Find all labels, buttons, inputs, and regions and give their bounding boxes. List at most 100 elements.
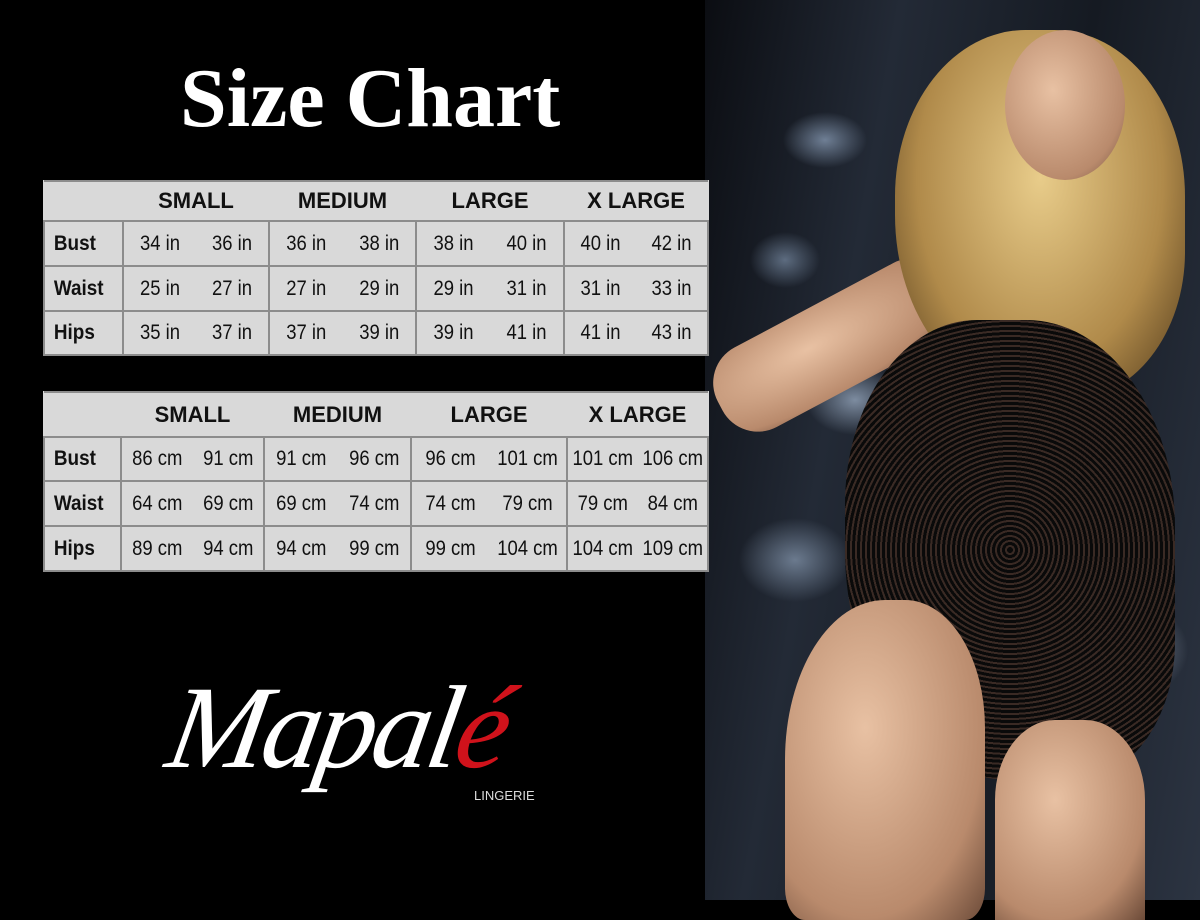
- measurement-value: 74 cm: [348, 491, 399, 515]
- size-range-cell: 99 cm 104 cm: [410, 525, 568, 572]
- size-range-cell: 104 cm 109 cm: [566, 525, 709, 572]
- size-range-cell: 39 in 41 in: [415, 310, 565, 356]
- measurement-value: 89 cm: [132, 536, 183, 560]
- size-header: SMALL: [121, 391, 264, 438]
- measurement-value: 69 cm: [276, 491, 327, 515]
- table-row: Hips 89 cm 94 cm 94 cm 99 cm 99 cm 104 cm 104 c…: [43, 525, 709, 572]
- measurement-value: 91 cm: [202, 447, 253, 470]
- size-range-cell: 36 in 38 in: [268, 220, 417, 267]
- measurement-value: 86 cm: [132, 447, 183, 470]
- size-range-cell: 31 in 33 in: [563, 265, 709, 312]
- page-title: Size Chart: [180, 52, 561, 145]
- size-range-cell: 29 in 31 in: [415, 265, 565, 312]
- measurement-value: 79 cm: [502, 491, 553, 515]
- size-range-cell: 101 cm 106 cm: [566, 436, 709, 482]
- measurement-value: 41 in: [506, 321, 547, 344]
- measurement-value: 74 cm: [425, 491, 476, 515]
- figure-face: [1005, 30, 1125, 180]
- measurement-value: 43 in: [651, 321, 692, 344]
- size-range-cell: 25 in 27 in: [122, 265, 270, 312]
- size-range-cell: 35 in 37 in: [122, 310, 270, 356]
- size-range-cell: 37 in 39 in: [268, 310, 417, 356]
- measurement-value: 39 in: [358, 321, 399, 344]
- measurement-value: 40 in: [506, 231, 547, 255]
- header-row: SMALL MEDIUM LARGE X LARGE: [44, 391, 708, 438]
- size-range-cell: 86 cm 91 cm: [120, 436, 265, 482]
- model-photo: [699, 0, 1200, 920]
- size-header: LARGE: [411, 391, 567, 438]
- measurement-value: 94 cm: [276, 536, 327, 560]
- size-range-cell: 96 cm 101 cm: [410, 436, 568, 482]
- measurement-value: 31 in: [506, 276, 547, 300]
- measurement-value: 37 in: [211, 321, 253, 344]
- measurement-value: 34 in: [139, 231, 181, 255]
- table-row: Bust 34 in 36 in 36 in 38 in 38 in 40 in 40 in 4…: [43, 220, 709, 267]
- brand-logo: Mapalé LINGERIE: [158, 662, 535, 803]
- measurement-value: 31 in: [580, 276, 621, 300]
- measurement-value: 39 in: [433, 321, 474, 344]
- figure-leg: [785, 600, 985, 920]
- size-header: MEDIUM: [264, 391, 411, 438]
- measurement-label: Bust: [43, 220, 116, 267]
- measurement-value: 40 in: [580, 231, 621, 255]
- measurement-value: 101 cm: [497, 447, 558, 470]
- size-table-cm: SMALL MEDIUM LARGE X LARGE Bust 86 cm 91 cm 91 …: [43, 391, 709, 572]
- measurement-label: Bust: [43, 436, 115, 482]
- measurement-value: 38 in: [433, 231, 474, 255]
- measurement-value: 69 cm: [202, 491, 253, 515]
- measurement-value: 109 cm: [641, 536, 703, 560]
- measurement-value: 42 in: [651, 231, 692, 255]
- table-row: Bust 86 cm 91 cm 91 cm 96 cm 96 cm 101 cm 101 c…: [43, 436, 709, 482]
- measurement-label: Waist: [43, 265, 116, 312]
- measurement-value: 99 cm: [425, 536, 476, 560]
- measurement-value: 101 cm: [572, 447, 634, 470]
- table-row: Waist 64 cm 69 cm 69 cm 74 cm 74 cm 79 cm 79 cm…: [43, 480, 709, 527]
- measurement-value: 79 cm: [577, 491, 628, 515]
- size-range-cell: 69 cm 74 cm: [263, 480, 412, 527]
- size-table-inches: SMALL MEDIUM LARGE X LARGE Bust 34 in 36 in 36 …: [43, 180, 709, 356]
- size-range-cell: 41 in 43 in: [563, 310, 709, 356]
- measurement-value: 38 in: [358, 231, 399, 255]
- size-header: SMALL: [123, 180, 269, 222]
- measurement-value: 94 cm: [202, 536, 253, 560]
- measurement-value: 64 cm: [132, 491, 183, 515]
- size-range-cell: 64 cm 69 cm: [120, 480, 265, 527]
- measurement-value: 96 cm: [348, 447, 399, 470]
- measurement-value: 29 in: [433, 276, 474, 300]
- measurement-value: 36 in: [211, 231, 253, 255]
- size-range-cell: 27 in 29 in: [268, 265, 417, 312]
- measurement-value: 27 in: [286, 276, 327, 300]
- measurement-value: 33 in: [651, 276, 692, 300]
- measurement-value: 25 in: [139, 276, 181, 300]
- empty-header: [44, 180, 123, 222]
- measurement-value: 84 cm: [647, 491, 698, 515]
- measurement-label: Waist: [43, 480, 115, 527]
- size-range-cell: 74 cm 79 cm: [410, 480, 568, 527]
- measurement-value: 27 in: [211, 276, 253, 300]
- size-header: X LARGE: [567, 391, 708, 438]
- measurement-label: Hips: [43, 310, 116, 356]
- size-range-cell: 91 cm 96 cm: [263, 436, 412, 482]
- table-row: Waist 25 in 27 in 27 in 29 in 29 in 31 in 31 in…: [43, 265, 709, 312]
- size-range-cell: 40 in 42 in: [563, 220, 709, 267]
- measurement-value: 91 cm: [276, 447, 327, 470]
- measurement-value: 36 in: [286, 231, 327, 255]
- size-header: X LARGE: [564, 180, 708, 222]
- measurement-value: 29 in: [358, 276, 399, 300]
- size-range-cell: 79 cm 84 cm: [566, 480, 709, 527]
- size-range-cell: 94 cm 99 cm: [263, 525, 412, 572]
- measurement-value: 35 in: [139, 321, 181, 344]
- size-range-cell: 89 cm 94 cm: [120, 525, 265, 572]
- measurement-value: 104 cm: [497, 536, 558, 560]
- measurement-value: 104 cm: [572, 536, 634, 560]
- size-header: LARGE: [416, 180, 564, 222]
- size-range-cell: 38 in 40 in: [415, 220, 565, 267]
- measurement-value: 106 cm: [641, 447, 703, 470]
- measurement-value: 99 cm: [348, 536, 399, 560]
- empty-header: [44, 391, 121, 438]
- size-range-cell: 34 in 36 in: [122, 220, 270, 267]
- figure-leg: [995, 720, 1145, 920]
- measurement-value: 96 cm: [425, 447, 476, 470]
- header-row: SMALL MEDIUM LARGE X LARGE: [44, 180, 708, 222]
- measurement-label: Hips: [43, 525, 115, 572]
